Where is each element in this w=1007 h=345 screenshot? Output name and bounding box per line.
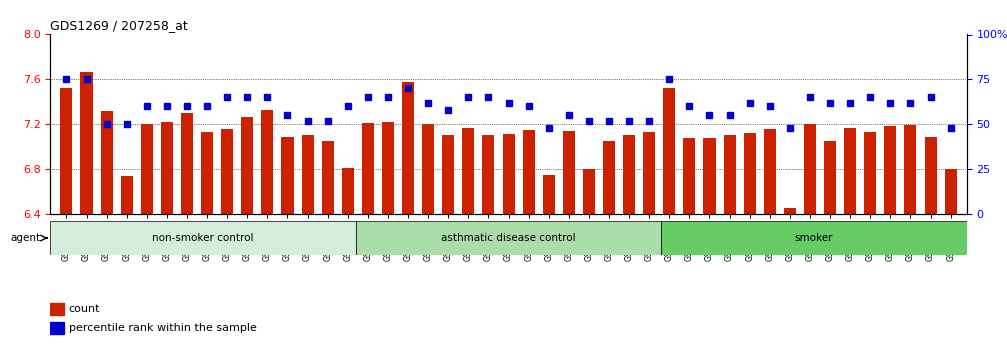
Bar xyxy=(222,129,234,345)
Bar xyxy=(864,132,876,345)
Bar xyxy=(422,124,434,345)
Bar xyxy=(60,88,73,345)
FancyBboxPatch shape xyxy=(662,221,967,255)
Bar xyxy=(442,135,454,345)
Bar xyxy=(262,110,274,345)
Bar xyxy=(341,168,353,345)
Bar xyxy=(743,133,755,345)
Bar xyxy=(684,138,696,345)
Bar xyxy=(321,141,333,345)
Bar xyxy=(181,113,193,345)
Bar xyxy=(844,128,856,345)
Text: smoker: smoker xyxy=(795,233,833,243)
Bar xyxy=(724,135,736,345)
Text: asthmatic disease control: asthmatic disease control xyxy=(441,233,576,243)
Bar xyxy=(101,111,113,345)
Bar xyxy=(583,169,595,345)
Bar xyxy=(543,175,555,345)
Bar xyxy=(704,138,716,345)
Bar xyxy=(763,129,775,345)
Bar xyxy=(603,141,615,345)
Bar xyxy=(402,81,414,345)
Text: count: count xyxy=(68,304,100,314)
Bar xyxy=(643,132,656,345)
Bar xyxy=(884,126,896,345)
Bar xyxy=(804,124,816,345)
Bar xyxy=(783,208,796,345)
FancyBboxPatch shape xyxy=(355,221,662,255)
Bar xyxy=(242,117,254,345)
Bar xyxy=(924,137,937,345)
Bar xyxy=(50,322,64,334)
Bar xyxy=(824,141,836,345)
Text: non-smoker control: non-smoker control xyxy=(152,233,254,243)
Bar xyxy=(382,122,394,345)
Bar xyxy=(301,135,313,345)
Bar xyxy=(945,169,957,345)
Bar xyxy=(664,88,676,345)
Bar xyxy=(161,122,173,345)
Bar xyxy=(563,131,575,345)
Text: GDS1269 / 207258_at: GDS1269 / 207258_at xyxy=(50,19,188,32)
Text: agent: agent xyxy=(10,233,40,243)
Bar xyxy=(121,176,133,345)
Bar xyxy=(623,135,635,345)
Bar xyxy=(141,124,153,345)
Text: percentile rank within the sample: percentile rank within the sample xyxy=(68,323,257,333)
Bar xyxy=(201,132,213,345)
Bar xyxy=(523,130,535,345)
Bar xyxy=(502,134,515,345)
Bar xyxy=(482,135,494,345)
Bar xyxy=(462,128,474,345)
Bar xyxy=(362,123,374,345)
FancyBboxPatch shape xyxy=(50,221,355,255)
Bar xyxy=(281,137,293,345)
Bar xyxy=(81,71,93,345)
Bar xyxy=(904,125,916,345)
Bar xyxy=(50,303,64,315)
